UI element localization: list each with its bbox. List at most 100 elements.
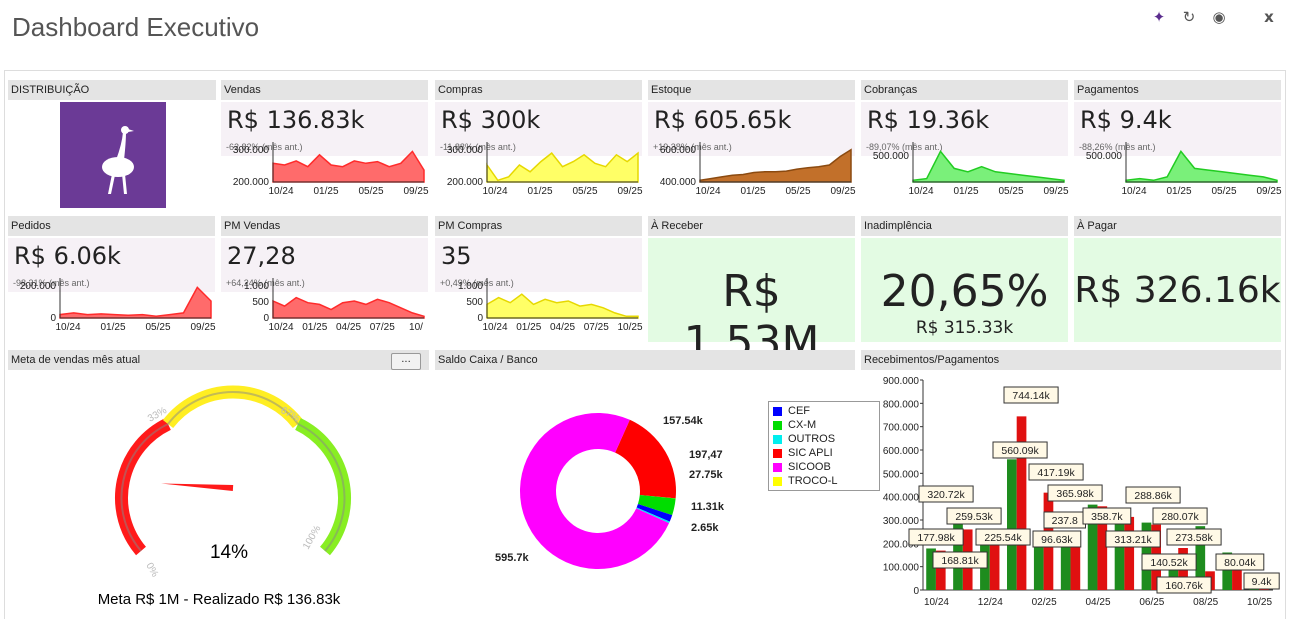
inadimplencia-value: 20,65%: [880, 266, 1049, 317]
legend-label: SIC APLI: [788, 447, 833, 459]
legend-item[interactable]: CX-M: [773, 418, 875, 432]
gauge-segment-mid: [162, 385, 304, 429]
card-distribuicao: DISTRIBUIÇÃO: [8, 80, 216, 208]
donut-slice[interactable]: [636, 504, 673, 522]
card-pagamentos: Pagamentos R$ 9.4k -88,26% (mês ant.) 50…: [1074, 80, 1282, 206]
more-button[interactable]: ...: [391, 353, 421, 370]
donut-legend: CEF CX-M OUTROS SIC APLI SICOOB TROCO-L: [768, 401, 880, 491]
kpi-delta: +64,24% (mês ant.): [226, 278, 305, 288]
bar-pagamentos[interactable]: [1232, 566, 1242, 590]
svg-text:9.4k: 9.4k: [1252, 576, 1273, 588]
bar-pagamentos[interactable]: [1016, 416, 1027, 590]
card-title: PM Vendas: [221, 216, 428, 236]
donut-slice[interactable]: [637, 495, 676, 516]
bar-annotation: 9.4k: [1243, 572, 1280, 590]
sparkline-area: [912, 150, 1065, 183]
donut-slice[interactable]: [520, 413, 670, 569]
y-tick-label: 300.000: [233, 145, 270, 156]
bar-recebimentos[interactable]: [1033, 534, 1044, 590]
x-tick-label: 01/25: [1166, 186, 1191, 197]
svg-text:313.21k: 313.21k: [1114, 534, 1152, 546]
x-tick-label: 10/: [409, 322, 423, 333]
close-icon[interactable]: x: [1264, 8, 1274, 26]
bar-recebimentos[interactable]: [1007, 459, 1017, 590]
logo: [60, 102, 166, 208]
bar-recebimentos[interactable]: [1087, 504, 1098, 590]
inadimplencia-sub: R$ 315.33k: [915, 318, 1014, 338]
x-tick-label: 09/25: [403, 186, 428, 197]
refresh-icon[interactable]: ↻: [1182, 8, 1196, 26]
kpi-box: R$ 605.65k +19,38% (mês ant.): [648, 102, 855, 156]
card-estoque: Estoque R$ 605.65k +19,38% (mês ant.) 60…: [648, 80, 856, 206]
x-tick-label: 09/25: [617, 186, 642, 197]
kpi-value: R$ 9.4k: [1080, 106, 1172, 134]
card-title: Inadimplência: [861, 216, 1068, 236]
x-tick-label: 01/25: [302, 322, 327, 333]
bar-recebimentos[interactable]: [1168, 557, 1179, 590]
y-tick-label: 300.000: [447, 145, 484, 156]
kpi-value: R$ 300k: [441, 106, 541, 134]
bar-pagamentos[interactable]: [935, 550, 946, 590]
bar-pagamentos[interactable]: [1097, 506, 1108, 590]
bar-recebimentos[interactable]: [1222, 552, 1233, 590]
kpi-box: R$ 136.83k -62,82% (mês ant.): [221, 102, 428, 156]
bar-recebimentos[interactable]: [1114, 516, 1125, 590]
legend-item[interactable]: SIC APLI: [773, 446, 875, 460]
bar-recebimentos[interactable]: [1060, 544, 1071, 590]
x-tick-label: 06/25: [1139, 597, 1164, 608]
bar-annotation: 417.19k: [1028, 463, 1084, 481]
donut-label: 595.7k: [495, 552, 530, 564]
bar-pagamentos[interactable]: [1070, 531, 1081, 590]
svg-text:417.19k: 417.19k: [1037, 467, 1075, 479]
eye-icon[interactable]: ◉: [1212, 8, 1226, 26]
donut-label: 27.75k: [689, 469, 724, 481]
x-tick-label: 09/25: [190, 322, 215, 333]
card-title: Estoque: [648, 80, 855, 100]
x-tick-label: 05/25: [785, 186, 810, 197]
y-tick-label: 0: [913, 586, 919, 597]
donut-slice[interactable]: [639, 494, 676, 499]
kpi-delta: -98,31% (mês ant.): [13, 278, 90, 288]
bar-annotation: 168.81k: [932, 551, 988, 569]
card-inadimplencia: Inadimplência 20,65% R$ 315.33k: [861, 216, 1068, 342]
x-tick-label: 10/24: [924, 597, 949, 608]
bar-pagamentos[interactable]: [989, 537, 1000, 590]
gauge: 0% 33% 67% 100% 14% Meta R$ 1M - Realiza…: [98, 385, 351, 608]
kpi-delta: -89,07% (mês ant.): [866, 142, 943, 152]
x-tick-label: 01/25: [313, 186, 338, 197]
x-tick-label: 04/25: [550, 322, 575, 333]
y-tick-label: 500: [466, 297, 483, 308]
x-tick-label: 05/25: [1211, 186, 1236, 197]
bar-pagamentos[interactable]: [1124, 516, 1135, 590]
kpi-value: R$ 136.83k: [227, 106, 365, 134]
legend-item[interactable]: SICOOB: [773, 460, 875, 474]
legend-item[interactable]: OUTROS: [773, 432, 875, 446]
donut-slice[interactable]: [615, 419, 676, 499]
card-a-receber: À Receber R$ 1.53M: [648, 216, 855, 368]
legend-item[interactable]: CEF: [773, 404, 875, 418]
donut-slice[interactable]: [636, 507, 670, 524]
x-tick-label: 02/25: [1032, 597, 1057, 608]
y-tick-label: 0: [477, 313, 483, 324]
bar-recebimentos[interactable]: [1195, 526, 1206, 590]
legend-item[interactable]: TROCO-L: [773, 474, 875, 488]
svg-text:358.7k: 358.7k: [1091, 511, 1123, 523]
svg-text:225.54k: 225.54k: [984, 532, 1022, 544]
legend-label: CEF: [788, 405, 810, 417]
meta-footer: Meta R$ 1M - Realizado R$ 136.83k: [98, 591, 341, 608]
y-tick-label: 200.000: [447, 177, 484, 188]
gauge-label-100: 100%: [301, 524, 323, 552]
card-title: Saldo Caixa / Banco: [435, 350, 855, 370]
svg-text:365.98k: 365.98k: [1056, 488, 1094, 500]
sparkle-icon[interactable]: ✦: [1152, 8, 1166, 26]
kpi-value: R$ 19.36k: [867, 106, 990, 134]
card-title: À Receber: [648, 216, 855, 236]
sparkline-area: [272, 296, 425, 319]
bar-recebimentos[interactable]: [926, 548, 936, 590]
y-tick-label: 1.000: [458, 281, 483, 292]
kpi-delta: +19,38% (mês ant.): [653, 142, 732, 152]
x-tick-label: 10/25: [617, 322, 642, 333]
